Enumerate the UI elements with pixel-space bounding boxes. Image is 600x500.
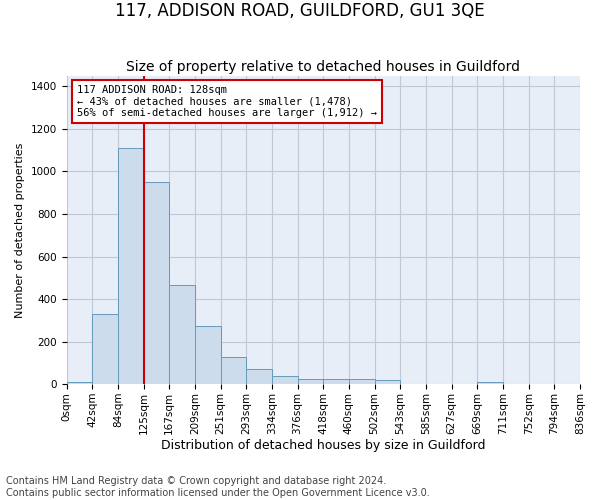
Bar	[349, 379, 374, 384]
Bar	[169, 285, 195, 384]
Bar	[118, 148, 143, 384]
Bar	[67, 382, 92, 384]
Text: 117 ADDISON ROAD: 128sqm
← 43% of detached houses are smaller (1,478)
56% of sem: 117 ADDISON ROAD: 128sqm ← 43% of detach…	[77, 85, 377, 118]
X-axis label: Distribution of detached houses by size in Guildford: Distribution of detached houses by size …	[161, 440, 485, 452]
Title: Size of property relative to detached houses in Guildford: Size of property relative to detached ho…	[126, 60, 520, 74]
Bar	[272, 376, 298, 384]
Bar	[195, 326, 221, 384]
Bar	[92, 314, 118, 384]
Bar	[323, 379, 349, 384]
Text: 117, ADDISON ROAD, GUILDFORD, GU1 3QE: 117, ADDISON ROAD, GUILDFORD, GU1 3QE	[115, 2, 485, 21]
Text: Contains HM Land Registry data © Crown copyright and database right 2024.
Contai: Contains HM Land Registry data © Crown c…	[6, 476, 430, 498]
Bar	[374, 380, 400, 384]
Bar	[221, 356, 246, 384]
Bar	[143, 182, 169, 384]
Bar	[298, 379, 323, 384]
Bar	[246, 370, 272, 384]
Y-axis label: Number of detached properties: Number of detached properties	[15, 142, 25, 318]
Bar	[478, 382, 503, 384]
